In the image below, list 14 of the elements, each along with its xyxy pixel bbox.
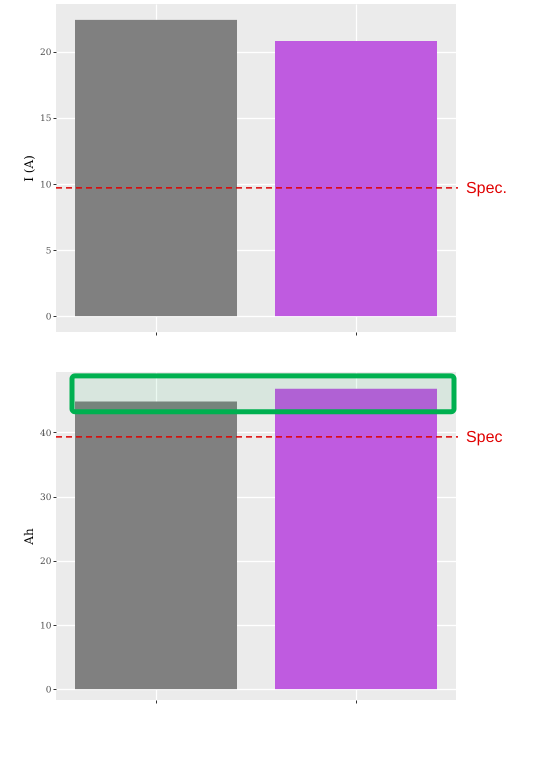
y-tick-label: 15 (40, 114, 52, 124)
y-tick-label: 30 (40, 493, 52, 504)
y-axis-title: I (A) (22, 155, 36, 182)
ref-line-label: Spec. (466, 180, 507, 197)
y-tick-label: 0 (46, 686, 52, 696)
y-tick-label: 0 (46, 312, 52, 323)
y-axis-title: Ah (22, 528, 36, 546)
y-tick-label: 40 (40, 428, 52, 439)
y-tick-label: 20 (40, 557, 52, 568)
y-tick-label: 10 (40, 621, 52, 632)
ref-line-label: Spec (466, 428, 502, 446)
y-tick-label: 10 (40, 180, 52, 190)
y-tick-label: 5 (46, 246, 52, 256)
y-tick-label: 20 (40, 48, 52, 58)
